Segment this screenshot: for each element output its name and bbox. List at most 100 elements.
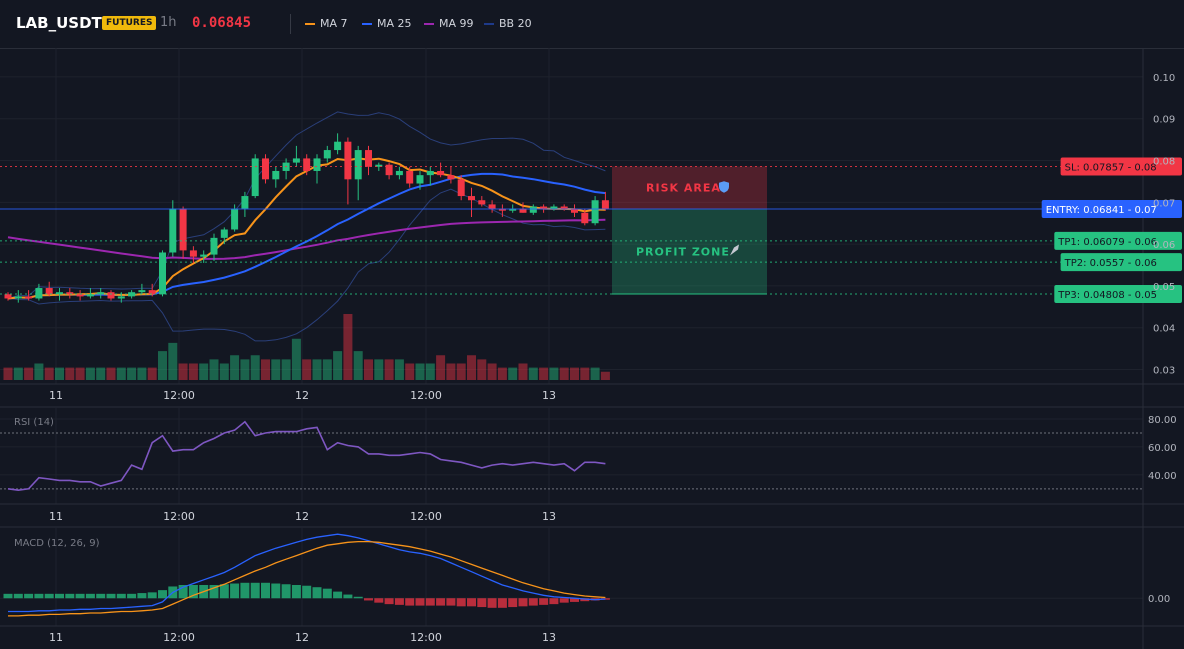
ma7-line — [7, 157, 606, 300]
candle-body — [498, 208, 506, 211]
level-tag — [1060, 253, 1182, 272]
legend-swatch-ma25 — [362, 23, 372, 25]
volume-bar — [343, 314, 353, 380]
candle-body — [159, 252, 166, 295]
ma25-line — [7, 172, 606, 300]
symbol-name[interactable]: LAB_USDT — [16, 14, 102, 32]
legend-ma25[interactable]: MA 25 — [362, 17, 412, 30]
volume-bar — [333, 351, 343, 380]
volume-bar — [137, 367, 147, 380]
volume-bar — [518, 363, 528, 380]
price-axis-tick: 0.07 — [1153, 198, 1175, 209]
candle-body — [241, 196, 249, 209]
candle-body — [488, 204, 496, 209]
macd-histogram-bar — [137, 593, 147, 599]
macd-histogram-bar — [384, 598, 394, 605]
macd-histogram-bar — [271, 583, 281, 599]
volume-bar — [116, 367, 126, 380]
macd-histogram-bar — [364, 598, 373, 601]
macd-histogram-bar — [250, 582, 260, 599]
volume-bar — [477, 359, 487, 380]
volume-bar — [44, 367, 54, 380]
macd-histogram-bar — [312, 587, 322, 599]
candle-body — [323, 150, 331, 159]
level-tag — [1060, 157, 1182, 176]
volume-bar — [65, 367, 75, 380]
macd-histogram-bar — [436, 598, 446, 606]
volume-bar — [240, 359, 250, 380]
candle-body — [25, 296, 33, 299]
legend-bb20[interactable]: BB 20 — [484, 17, 532, 30]
candle-body — [45, 288, 53, 295]
macd-signal-line — [8, 540, 606, 617]
volume-bar — [75, 367, 85, 380]
volume-bar — [158, 351, 167, 380]
macd-histogram-bar — [3, 593, 13, 599]
candle-body — [117, 296, 125, 299]
time-axis-tick: 12:00 — [163, 631, 195, 644]
level-tag — [1041, 199, 1182, 218]
volume-bar — [415, 363, 425, 380]
legend-ma7[interactable]: MA 7 — [305, 17, 348, 30]
volume-bar — [178, 363, 188, 380]
price-chart[interactable]: RISK AREA PROFIT ZONE SL: 0.07857 - 0.08 EN… — [0, 48, 1184, 408]
volume-bar — [436, 355, 446, 380]
volume-bar — [580, 367, 590, 380]
rsi-axis-tick: 40.00 — [1148, 471, 1177, 482]
candle-body — [210, 237, 218, 255]
candle-body — [447, 175, 455, 180]
macd-histogram-bar — [322, 588, 332, 599]
macd-histogram-bar — [281, 584, 291, 599]
candle-body — [395, 170, 403, 176]
macd-histogram-bar — [96, 593, 106, 599]
macd-histogram-bar — [549, 598, 559, 605]
candle-body — [138, 290, 146, 293]
candle-body — [437, 170, 445, 176]
legend-swatch-ma7 — [305, 23, 315, 25]
price-axis-tick: 0.10 — [1153, 73, 1175, 84]
volume-bar — [353, 351, 363, 380]
volume-bar — [364, 359, 373, 380]
level-tag — [1054, 231, 1182, 250]
price-axis-tick: 0.05 — [1153, 282, 1175, 293]
macd-histogram-bar — [85, 593, 95, 599]
time-axis-tick: 12:00 — [410, 389, 442, 402]
legend-ma99[interactable]: MA 99 — [424, 17, 474, 30]
candle-body — [262, 158, 269, 180]
candle-body — [313, 158, 321, 171]
time-axis-tick: 12:00 — [410, 631, 442, 644]
macd-histogram-bar — [528, 598, 538, 606]
candle-body — [344, 141, 352, 180]
profit-zone — [612, 208, 767, 294]
rsi-chart[interactable]: RSI (14) 80.00 60.00 40.00 11 12:00 12 12:00 13 — [0, 408, 1184, 528]
level-tag — [1054, 284, 1182, 303]
macd-histogram-bar — [394, 598, 404, 605]
volume-bar — [34, 363, 44, 380]
candle-body — [457, 179, 465, 197]
candle-body — [251, 158, 259, 197]
volume-bar — [456, 363, 466, 380]
candle-body — [14, 296, 22, 299]
timeframe-label[interactable]: 1h — [160, 15, 177, 30]
macd-histogram-bar — [219, 584, 229, 599]
volume-bar — [425, 363, 435, 380]
candle-body — [529, 206, 537, 213]
macd-histogram-bar — [580, 598, 590, 602]
profit-zone-label: PROFIT ZONE — [636, 245, 730, 258]
macd-histogram-bar — [487, 598, 497, 608]
macd-histogram-bar — [240, 582, 250, 599]
macd-histogram-bar — [127, 593, 137, 599]
price-axis-tick: 0.04 — [1153, 324, 1175, 335]
macd-chart[interactable]: MACD (12, 26, 9) 0.00 11 12:00 12 12:00 13 — [0, 528, 1184, 649]
candle-body — [550, 206, 558, 209]
candle-body — [406, 170, 414, 184]
bb-lower-line — [7, 188, 606, 342]
candle-body — [468, 196, 475, 201]
macd-histogram-bar — [467, 598, 476, 607]
volume-bar — [13, 367, 23, 380]
volume-bar — [147, 367, 157, 380]
candle-body — [76, 294, 84, 297]
macd-histogram-bar — [518, 598, 528, 607]
legend-swatch-ma99 — [424, 23, 434, 25]
macd-histogram-bar — [333, 591, 343, 599]
